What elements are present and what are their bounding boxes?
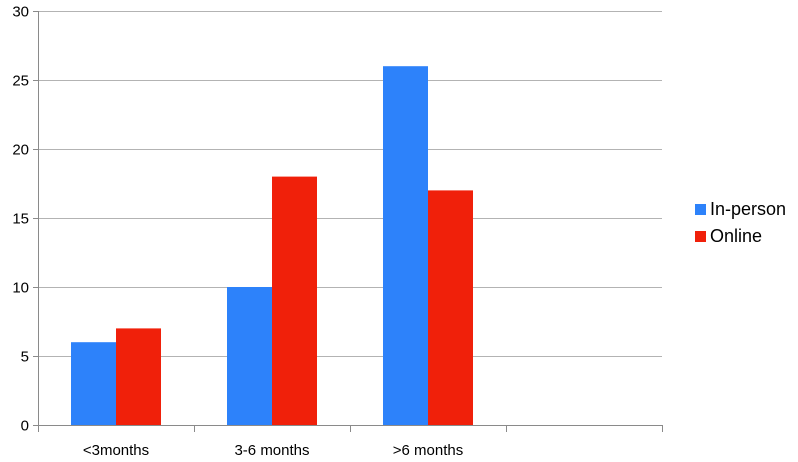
y-tick-label: 20 xyxy=(12,142,29,159)
y-tick-label: 10 xyxy=(12,280,29,297)
bar-in-person-2 xyxy=(383,66,428,425)
bar-in-person-1 xyxy=(227,287,272,425)
bars xyxy=(71,66,473,425)
y-tick-label: 5 xyxy=(21,349,29,366)
tick-labels: 0 5 10 15 20 25 30 <3months 3-6 months >6 months xyxy=(12,4,463,460)
legend: In-person Online xyxy=(695,199,786,246)
y-tick-label: 15 xyxy=(12,211,29,228)
bar-in-person-0 xyxy=(71,342,116,425)
legend-swatch-in-person xyxy=(695,204,706,215)
legend-label-online: Online xyxy=(710,226,762,246)
axes xyxy=(33,11,663,432)
y-tick-label: 0 xyxy=(21,418,29,435)
bar-online-2 xyxy=(428,190,473,425)
legend-label-in-person: In-person xyxy=(710,199,786,219)
x-tick-label: 3-6 months xyxy=(234,442,309,459)
gridlines xyxy=(38,11,662,357)
x-tick-label: <3months xyxy=(83,442,149,459)
legend-swatch-online xyxy=(695,231,706,242)
bar-online-0 xyxy=(116,328,161,425)
y-tick-label: 25 xyxy=(12,73,29,90)
x-tick-label: >6 months xyxy=(393,442,463,459)
bar-online-1 xyxy=(272,176,317,425)
y-tick-label: 30 xyxy=(12,4,29,21)
